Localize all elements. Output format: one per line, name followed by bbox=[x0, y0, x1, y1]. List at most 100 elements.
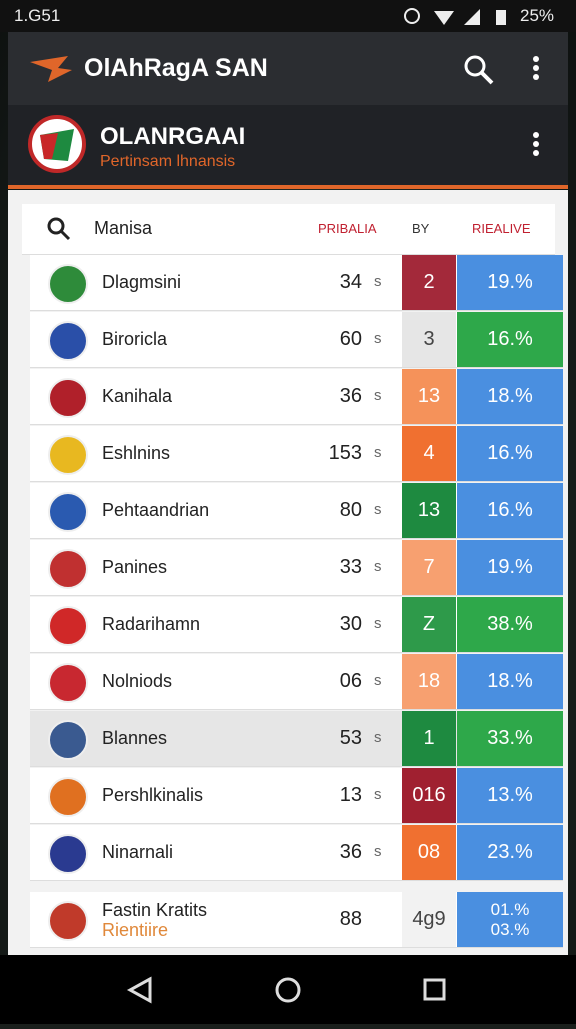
team-icon bbox=[48, 378, 88, 418]
table-search-icon[interactable] bbox=[46, 216, 72, 242]
table-row[interactable]: Eshlnins 153 s 4 16.% bbox=[30, 426, 563, 482]
team-value: 13 bbox=[339, 784, 362, 806]
table-row[interactable]: Pehtaandrian 80 s 13 16.% bbox=[30, 483, 563, 539]
app-title: OlAhRagA SAN bbox=[84, 54, 268, 82]
table-row[interactable]: Radarihamn 30 s Z 38.% bbox=[30, 597, 563, 653]
team-value: 60 bbox=[339, 328, 362, 350]
percentage: 23.% bbox=[457, 825, 563, 880]
rank-badge: 4g9 bbox=[402, 892, 456, 947]
percentage: 18.% bbox=[457, 369, 563, 424]
table-row[interactable]: Fastin Kratits Rientiire 88 4g9 01.% 03.% bbox=[30, 892, 563, 948]
nav-bar bbox=[0, 955, 576, 1024]
table-row[interactable]: Nolniods 06 s 18 18.% bbox=[30, 654, 563, 710]
team-name: Fastin Kratits bbox=[102, 900, 208, 920]
column-header: BY bbox=[412, 221, 430, 236]
team-icon bbox=[48, 663, 88, 703]
percentage: 18.% bbox=[457, 654, 563, 709]
rank-badge: 7 bbox=[402, 540, 456, 595]
column-header: RIEALIVE bbox=[472, 221, 531, 236]
team-name: Pehtaandrian bbox=[102, 500, 210, 520]
rank-badge: 1 bbox=[402, 711, 456, 766]
rank-badge: 18 bbox=[402, 654, 456, 709]
team-value: 80 bbox=[339, 499, 362, 521]
value-unit: s bbox=[374, 672, 382, 689]
standings-card: Manisa PRIBALIA BY RIEALIVE Dlagmsini 34 s… bbox=[8, 190, 568, 955]
team-icon bbox=[48, 549, 88, 589]
team-name: Biroricla bbox=[102, 329, 168, 349]
team-value: 06 bbox=[339, 670, 362, 692]
status-icons bbox=[404, 8, 506, 25]
team-value: 36 bbox=[339, 841, 362, 863]
team-icon bbox=[48, 435, 88, 475]
home-button[interactable] bbox=[275, 977, 301, 1003]
team-icon bbox=[48, 777, 88, 817]
league-subtitle: Pertinsam lhnansis bbox=[100, 153, 236, 170]
status-bar: 1.G51 25% bbox=[0, 0, 576, 32]
percentage: 13.% bbox=[457, 768, 563, 823]
status-time: 1.G51 bbox=[14, 6, 61, 25]
team-icon bbox=[48, 606, 88, 646]
team-icon bbox=[48, 834, 88, 874]
table-row[interactable]: Ninarnali 36 s 08 23.% bbox=[30, 825, 563, 881]
status-battery: 25% bbox=[520, 6, 555, 25]
value-unit: s bbox=[374, 786, 382, 803]
percentage: 19.% bbox=[457, 540, 563, 595]
percentage: 03.% bbox=[490, 919, 530, 939]
app-bar: OlAhRagA SAN bbox=[8, 32, 568, 105]
team-value: 36 bbox=[339, 385, 362, 407]
league-title: OLANRGAAI bbox=[100, 123, 246, 150]
team-value: 53 bbox=[339, 727, 362, 749]
app-logo bbox=[30, 56, 72, 82]
table-row[interactable]: Panines 33 s 7 19.% bbox=[30, 540, 563, 596]
team-value: 30 bbox=[339, 613, 362, 635]
value-unit: s bbox=[374, 501, 382, 518]
team-icon bbox=[48, 901, 88, 941]
rank-badge: 4 bbox=[402, 426, 456, 481]
percentage: 01.% 03.% bbox=[457, 892, 563, 947]
table-row[interactable]: Biroricla 60 s 3 16.% bbox=[30, 312, 563, 368]
header-menu-button[interactable] bbox=[528, 130, 544, 160]
rank-badge: 3 bbox=[402, 312, 456, 367]
table-row[interactable]: Blannes 53 s 1 33.% bbox=[30, 711, 563, 767]
column-header: PRIBALIA bbox=[318, 221, 377, 236]
table-row[interactable]: Kanihala 36 s 13 18.% bbox=[30, 369, 563, 425]
team-value: 33 bbox=[339, 556, 362, 578]
team-name: Kanihala bbox=[102, 386, 173, 406]
search-button[interactable] bbox=[463, 54, 495, 86]
table-row[interactable]: Pershlkinalis 13 s 016 13.% bbox=[30, 768, 563, 824]
value-unit: s bbox=[374, 843, 382, 860]
team-name: Pershlkinalis bbox=[102, 785, 204, 805]
rank-badge: 2 bbox=[402, 255, 456, 310]
team-name: Ninarnali bbox=[102, 842, 174, 862]
team-icon bbox=[48, 321, 88, 361]
team-name: Nolniods bbox=[102, 671, 173, 691]
percentage: 01.% bbox=[490, 899, 530, 919]
nav-buttons bbox=[126, 976, 446, 1004]
percentage: 16.% bbox=[457, 312, 563, 367]
team-name: Eshlnins bbox=[102, 443, 171, 463]
rank-badge: 016 bbox=[402, 768, 456, 823]
team-name: Blannes bbox=[102, 728, 168, 748]
team-icon bbox=[48, 492, 88, 532]
back-button[interactable] bbox=[126, 976, 152, 1004]
percentage: 33.% bbox=[457, 711, 563, 766]
team-name: Radarihamn bbox=[102, 614, 201, 634]
team-name: Dlagmsini bbox=[102, 272, 182, 292]
column-name: Manisa bbox=[94, 218, 153, 238]
rank-badge: 13 bbox=[402, 483, 456, 538]
team-icon bbox=[48, 720, 88, 760]
rank-badge: 13 bbox=[402, 369, 456, 424]
menu-button[interactable] bbox=[528, 54, 544, 84]
team-subname: Rientiire bbox=[102, 920, 169, 940]
value-unit: s bbox=[374, 330, 382, 347]
percentage: 38.% bbox=[457, 597, 563, 652]
table-header: Manisa PRIBALIA BY RIEALIVE bbox=[22, 204, 555, 255]
percentage: 16.% bbox=[457, 483, 563, 538]
team-value: 34 bbox=[339, 271, 362, 293]
table-row[interactable]: Dlagmsini 34 s 2 19.% bbox=[30, 255, 563, 311]
value-unit: s bbox=[374, 387, 382, 404]
rank-badge: Z bbox=[402, 597, 456, 652]
recents-button[interactable] bbox=[423, 978, 446, 1001]
league-header: OLANRGAAI Pertinsam lhnansis bbox=[8, 105, 568, 189]
